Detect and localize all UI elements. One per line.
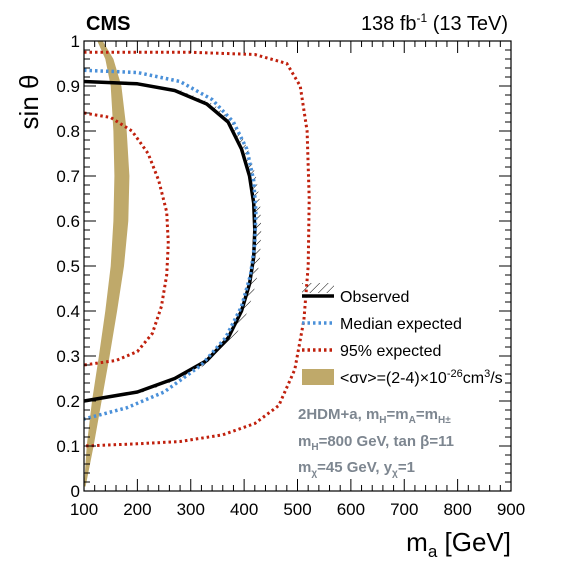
x-tick-label: 200 bbox=[123, 500, 151, 519]
experiment-label: CMS bbox=[86, 13, 130, 35]
x-tick-label: 800 bbox=[443, 500, 471, 519]
x-axis-title: ma [GeV] bbox=[406, 527, 511, 561]
legend-band-label: <σv>=(2-4)×10-26cm3/s bbox=[340, 368, 503, 387]
y-tick-label: 0.8 bbox=[56, 122, 80, 141]
relic-band bbox=[84, 41, 130, 487]
legend-observed-label: Observed bbox=[340, 289, 409, 306]
y-tick-label: 0.5 bbox=[56, 257, 80, 276]
note-line-1: 2HDM+a, mH=mA=mH± bbox=[298, 406, 451, 426]
legend-observed-hatch bbox=[302, 283, 334, 293]
axis-ticks: 100 200 300 400 500 600 700 800 900 0 0.1 0.2 0.3 0.4… bbox=[56, 32, 525, 519]
y-tick-label: 0.2 bbox=[56, 392, 80, 411]
y-tick-label: 0.1 bbox=[56, 437, 80, 456]
note-line-2: mH=800 GeV, tan β=11 bbox=[298, 433, 454, 453]
y-tick-label: 0.7 bbox=[56, 167, 80, 186]
y-tick-label: 0.6 bbox=[56, 212, 80, 231]
x-tick-label: 100 bbox=[70, 500, 98, 519]
x-tick-label: 900 bbox=[497, 500, 525, 519]
y-axis-title: sin θ bbox=[14, 75, 44, 130]
x-tick-label: 400 bbox=[230, 500, 258, 519]
legend: Observed Median expected 95% expected <σ… bbox=[302, 283, 503, 387]
plot-area bbox=[84, 41, 311, 487]
observed-hatch bbox=[84, 81, 262, 401]
legend-band-swatch bbox=[302, 369, 334, 385]
x-tick-label: 500 bbox=[283, 500, 311, 519]
y-tick-label: 0.9 bbox=[56, 77, 80, 96]
y-tick-label: 0 bbox=[71, 482, 80, 501]
y-tick-label: 1 bbox=[71, 32, 80, 51]
y-tick-label: 0.4 bbox=[56, 302, 80, 321]
x-tick-label: 300 bbox=[177, 500, 205, 519]
legend-median-label: Median expected bbox=[340, 316, 462, 333]
expected95-outer-curve bbox=[84, 50, 311, 448]
expected95-inner-curve bbox=[84, 111, 170, 367]
legend-95-label: 95% expected bbox=[340, 343, 441, 360]
y-tick-label: 0.3 bbox=[56, 347, 80, 366]
x-tick-label: 600 bbox=[337, 500, 365, 519]
lumi-label: 138 fb-1 (13 TeV) bbox=[361, 11, 508, 35]
x-tick-label: 700 bbox=[390, 500, 418, 519]
note-line-3: mχ=45 GeV, yχ=1 bbox=[298, 459, 415, 479]
model-notes: 2HDM+a, mH=mA=mH± mH=800 GeV, tan β=11 m… bbox=[298, 406, 454, 479]
